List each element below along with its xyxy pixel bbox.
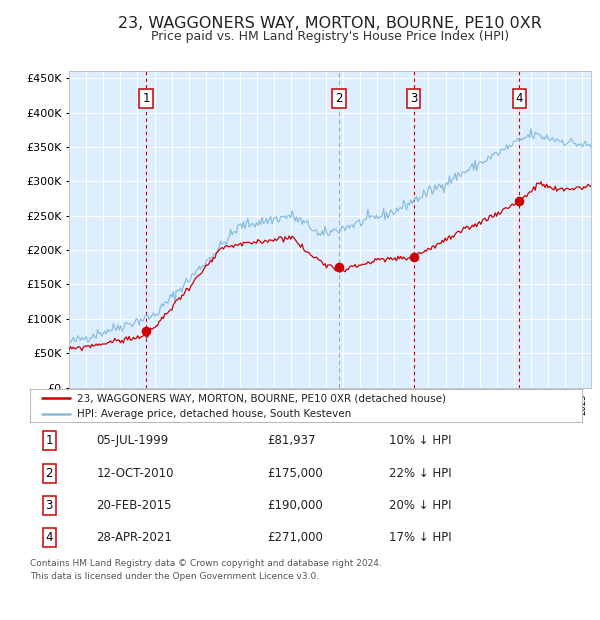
Text: 4: 4: [516, 92, 523, 105]
Text: £81,937: £81,937: [268, 435, 316, 447]
Text: Price paid vs. HM Land Registry's House Price Index (HPI): Price paid vs. HM Land Registry's House …: [151, 30, 509, 43]
Point: [409, 252, 418, 262]
Text: 20-FEB-2015: 20-FEB-2015: [96, 499, 172, 511]
Text: 23, WAGGONERS WAY, MORTON, BOURNE, PE10 0XR: 23, WAGGONERS WAY, MORTON, BOURNE, PE10 …: [118, 16, 542, 30]
Text: 10% ↓ HPI: 10% ↓ HPI: [389, 435, 451, 447]
Text: 2: 2: [46, 467, 53, 479]
Text: 3: 3: [46, 499, 53, 511]
Text: 1: 1: [142, 92, 150, 105]
Text: 05-JUL-1999: 05-JUL-1999: [96, 435, 169, 447]
Point: [142, 326, 151, 336]
Text: £190,000: £190,000: [268, 499, 323, 511]
Text: 23, WAGGONERS WAY, MORTON, BOURNE, PE10 0XR (detached house): 23, WAGGONERS WAY, MORTON, BOURNE, PE10 …: [77, 393, 446, 404]
Text: 4: 4: [46, 531, 53, 544]
Text: HPI: Average price, detached house, South Kesteven: HPI: Average price, detached house, Sout…: [77, 409, 351, 419]
Text: 12-OCT-2010: 12-OCT-2010: [96, 467, 174, 479]
Text: 17% ↓ HPI: 17% ↓ HPI: [389, 531, 451, 544]
Text: 3: 3: [410, 92, 417, 105]
Point: [515, 197, 524, 206]
Text: £175,000: £175,000: [268, 467, 323, 479]
Text: Contains HM Land Registry data © Crown copyright and database right 2024.: Contains HM Land Registry data © Crown c…: [30, 559, 382, 568]
Point: [334, 262, 344, 272]
Text: 20% ↓ HPI: 20% ↓ HPI: [389, 499, 451, 511]
Text: 1: 1: [46, 435, 53, 447]
Text: This data is licensed under the Open Government Licence v3.0.: This data is licensed under the Open Gov…: [30, 572, 319, 582]
Text: 28-APR-2021: 28-APR-2021: [96, 531, 172, 544]
Text: £271,000: £271,000: [268, 531, 323, 544]
Text: 2: 2: [335, 92, 343, 105]
Text: 22% ↓ HPI: 22% ↓ HPI: [389, 467, 451, 479]
